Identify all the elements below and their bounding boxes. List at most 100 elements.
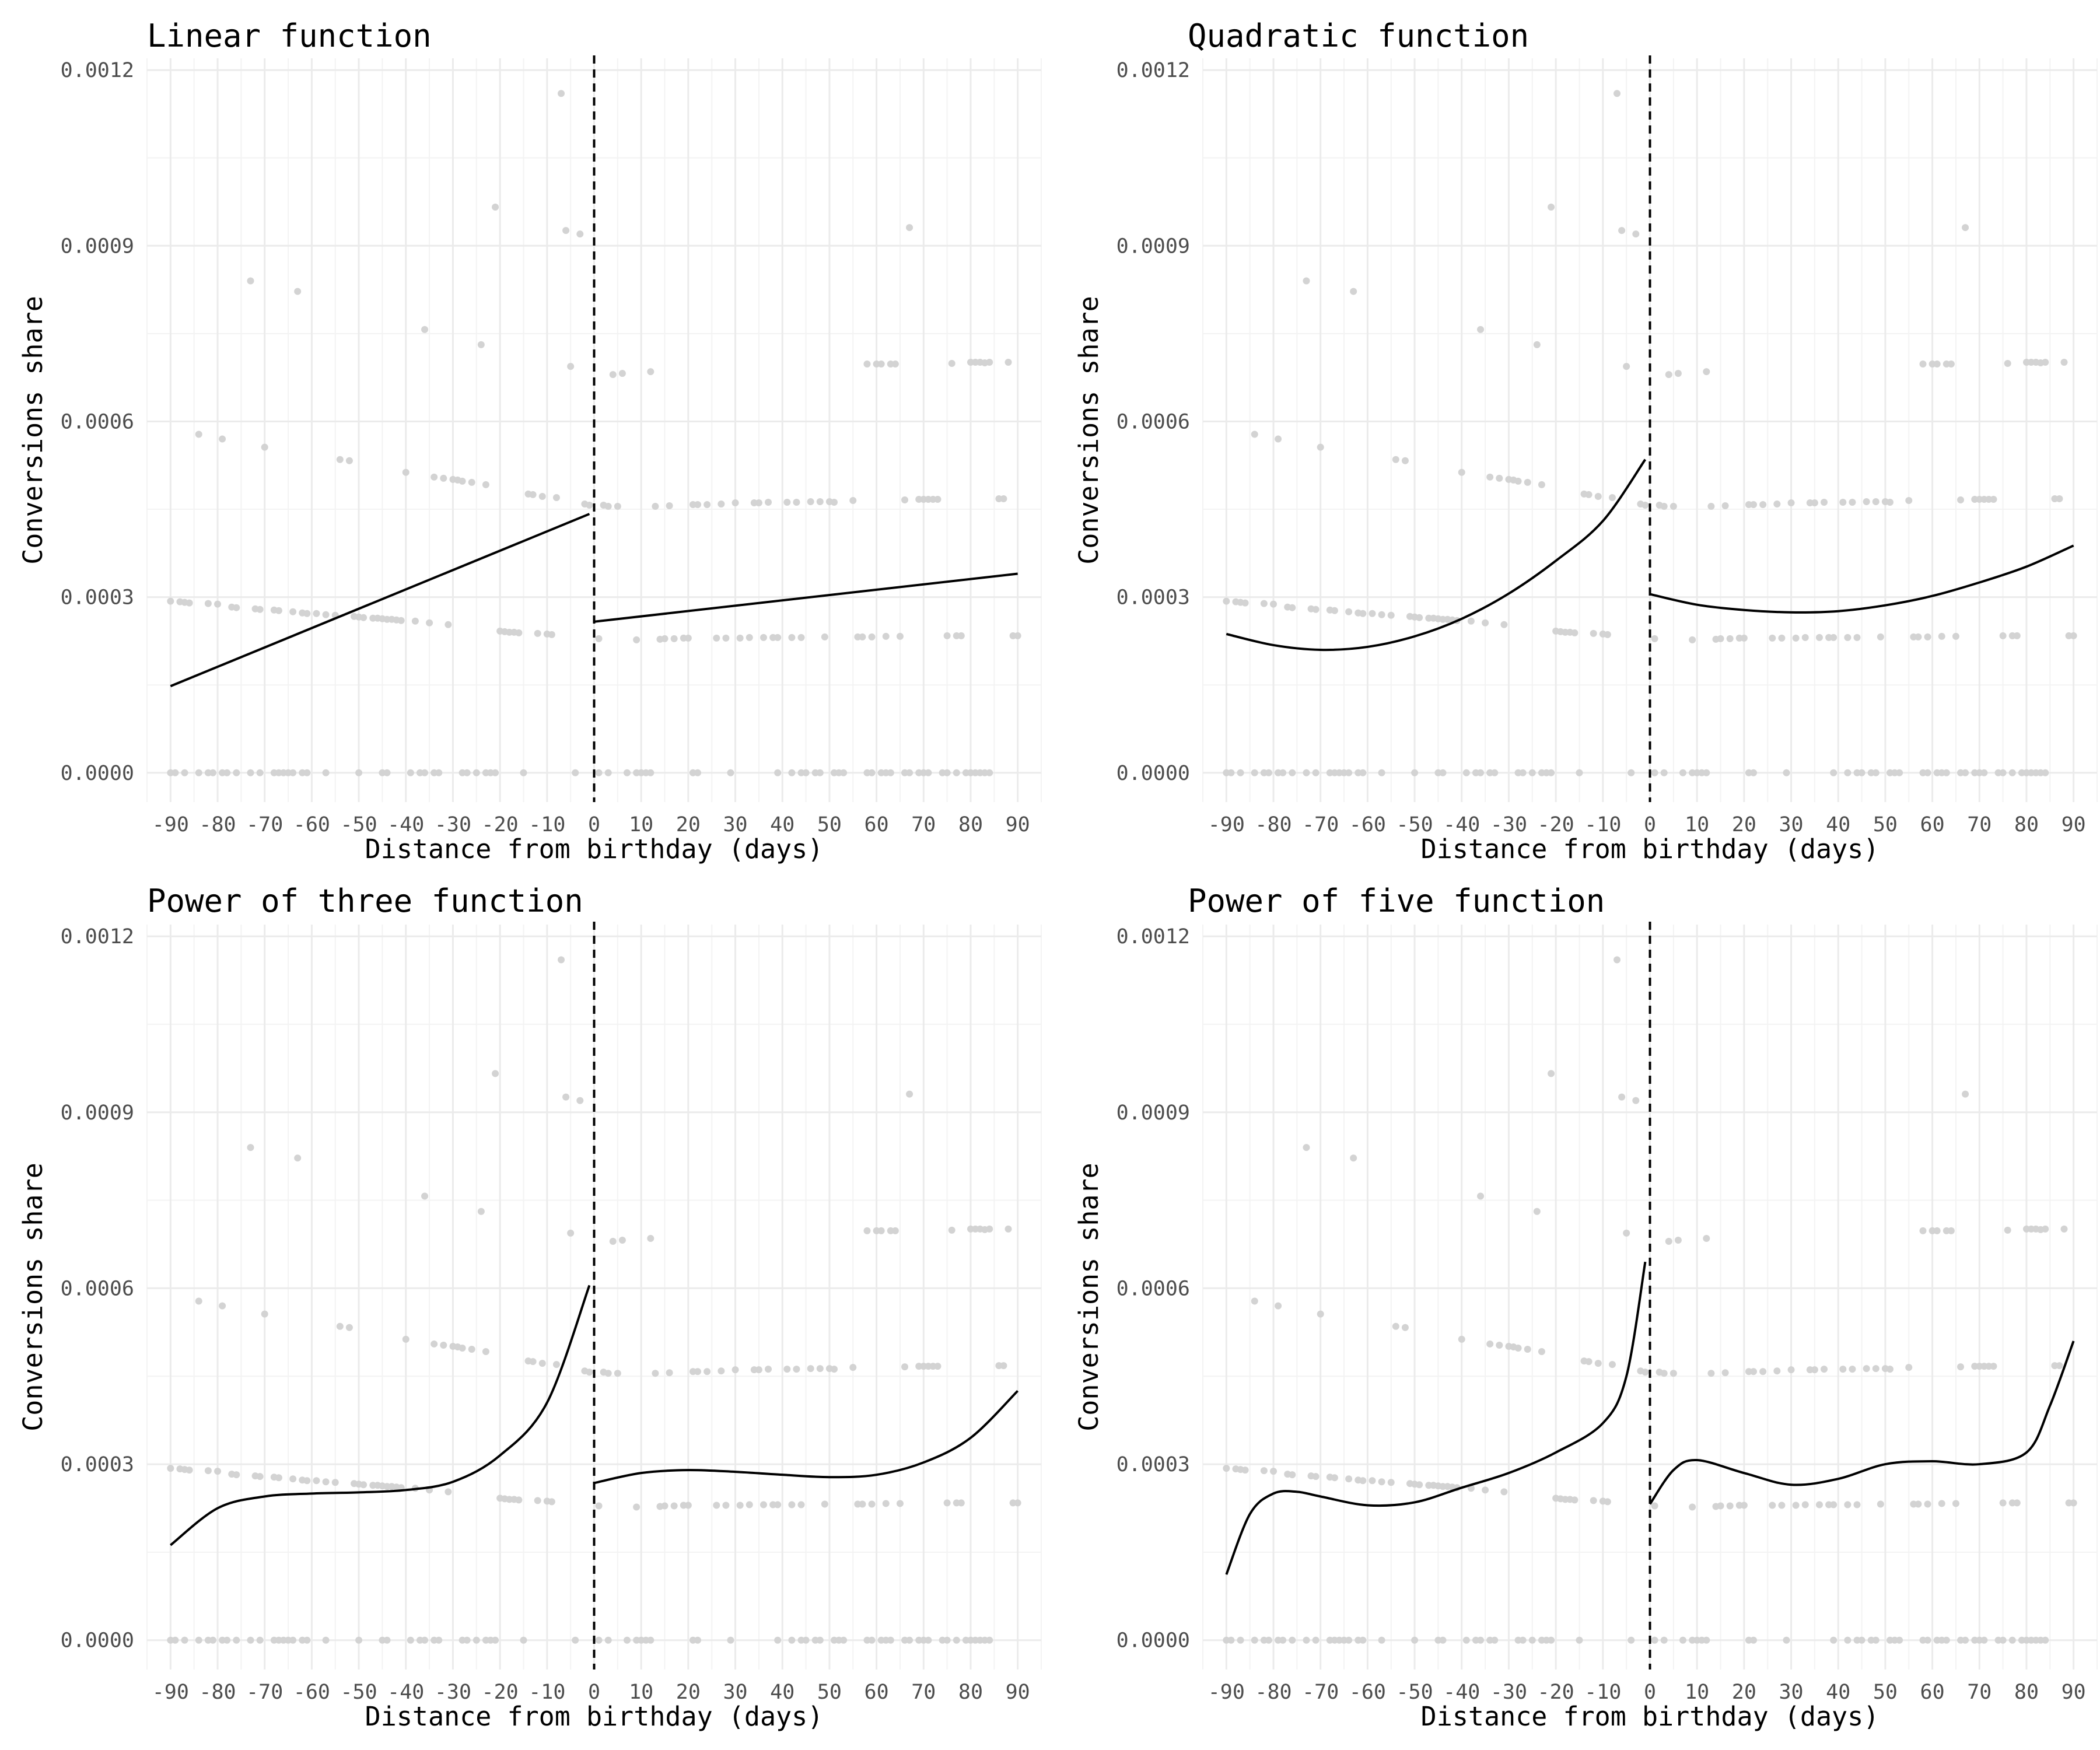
data-point [567,1229,575,1237]
data-point [223,1636,231,1644]
data-point [1000,1362,1007,1370]
data-point [1740,1502,1748,1509]
x-axis-title: Distance from birthday (days) [1421,834,1880,864]
data-point [1477,769,1485,776]
data-point [1872,1636,1880,1644]
data-point [1933,360,1941,368]
data-point [1651,1502,1658,1510]
data-point [2056,1362,2063,1370]
data-point [1303,1636,1310,1644]
data-point [863,1227,871,1234]
data-point [1801,1501,1809,1508]
data-point [256,769,264,776]
data-point [1632,1097,1640,1104]
data-point [1863,498,1870,505]
data-point [1872,498,1880,505]
y-tick-label: 0.0012 [61,59,134,82]
y-tick-label: 0.0006 [1116,1277,1190,1300]
data-point [868,1636,876,1644]
data-point [1528,1636,1536,1644]
data-point [435,1636,443,1644]
data-point [383,769,391,776]
data-point [807,1365,814,1373]
data-point [1312,769,1320,776]
data-point [1312,606,1320,613]
data-point [1486,473,1494,481]
data-point [289,769,297,776]
data-point [793,498,800,506]
data-point [1962,224,1969,232]
x-tick-label: 50 [1873,1681,1898,1704]
data-point [2008,769,2016,776]
data-point [1416,614,1423,621]
x-tick-label: -40 [1443,1681,1480,1704]
data-point [303,769,311,776]
data-point [2042,359,2049,366]
x-tick-label: -80 [1255,1681,1292,1704]
data-point [515,629,523,636]
x-tick-label: 80 [958,813,983,836]
data-point [2008,1636,2016,1644]
data-point [360,614,368,621]
y-tick-label: 0.0006 [61,1277,134,1300]
data-point [877,1227,885,1234]
data-point [223,769,231,776]
data-point [661,635,668,642]
data-point [618,370,626,377]
data-point [718,500,725,508]
data-point [256,1636,264,1644]
data-point [444,1488,452,1496]
data-point [1491,769,1499,776]
y-tick-label: 0.0009 [1116,1101,1190,1125]
data-point [1726,1502,1734,1510]
data-point [1548,769,1555,776]
data-point [1628,1636,1635,1644]
data-point [421,1192,429,1200]
data-point [614,1370,621,1377]
data-point [1721,1369,1729,1377]
data-point [2060,1225,2068,1233]
data-point [1241,1466,1249,1474]
data-point [1896,769,1903,776]
fit-line-right [594,572,1018,623]
data-point [1500,1488,1508,1496]
data-point [797,634,805,641]
data-point [868,1500,876,1508]
data-point [1548,1070,1555,1077]
x-tick-label: 30 [723,813,747,836]
data-point [1962,1090,1969,1098]
data-point [383,1636,391,1644]
data-point [760,634,767,641]
data-point [1378,611,1385,618]
x-tick-label: 40 [1826,1681,1850,1704]
y-tick-label: 0.0003 [61,1453,134,1476]
x-axis-title: Distance from birthday (days) [365,834,824,864]
data-point [684,634,692,642]
data-point [1482,1486,1489,1494]
data-point [1491,1636,1499,1644]
data-point [925,769,932,776]
data-point [186,599,193,607]
data-point [1665,1237,1672,1245]
data-point [891,360,899,368]
data-point [1594,492,1602,500]
x-tick-label: 60 [1920,1681,1945,1704]
x-tick-label: 40 [770,813,794,836]
x-tick-label: -40 [387,813,424,836]
data-point [746,634,753,641]
x-tick-label: 10 [629,813,653,836]
data-point [1844,769,1852,776]
data-point [2060,359,2068,366]
data-point [1331,1474,1338,1482]
data-point [204,1467,212,1475]
data-point [684,1502,692,1509]
data-point [322,1636,330,1644]
data-point [482,1348,489,1356]
data-point [704,1368,711,1376]
data-point [1289,604,1296,611]
data-point [322,769,330,776]
data-point [492,1636,499,1644]
y-tick-label: 0.0000 [1116,762,1190,785]
